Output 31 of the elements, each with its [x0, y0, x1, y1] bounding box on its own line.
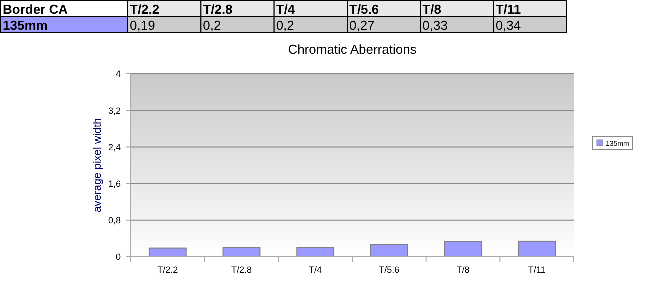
data-label: 0,34	[496, 18, 522, 33]
data-label: 0,2	[203, 18, 222, 33]
category-label: T/11	[496, 2, 522, 17]
data-label: 0,27	[350, 18, 375, 33]
chart-title: Chromatic Aberrations	[288, 42, 418, 57]
x-tick-label: T/5.6	[379, 265, 400, 275]
x-tick-label: T/2.2	[158, 265, 178, 275]
y-axis-title: average pixel width	[92, 118, 104, 213]
bar	[444, 241, 482, 258]
y-tick-label: 0	[116, 252, 121, 262]
category-label: T/4	[276, 2, 296, 17]
data-label: 0,33	[422, 18, 448, 33]
data-label: 0,19	[130, 18, 156, 33]
bar	[370, 244, 408, 258]
y-tick-label: 0,8	[108, 216, 121, 226]
category-label: T/8	[422, 2, 442, 17]
data-label: 0,2	[276, 18, 294, 33]
x-tick-label: T/4	[309, 265, 322, 275]
x-tick-label: T/2.8	[231, 265, 252, 275]
y-tick-label: 3,2	[108, 106, 121, 116]
category-label: T/5.6	[350, 2, 380, 17]
text: 135mm	[3, 18, 48, 33]
y-tick-label: 2,4	[108, 142, 121, 152]
x-tick-label: T/11	[528, 265, 546, 275]
category-label: T/2.2	[130, 2, 160, 17]
bar	[518, 240, 556, 258]
y-tick-label: 4	[116, 69, 121, 80]
text: Border CA	[3, 2, 68, 17]
x-tick-label: T/8	[456, 265, 470, 275]
y-tick-label: 1,6	[108, 178, 121, 189]
category-label: T/2.8	[203, 2, 233, 17]
